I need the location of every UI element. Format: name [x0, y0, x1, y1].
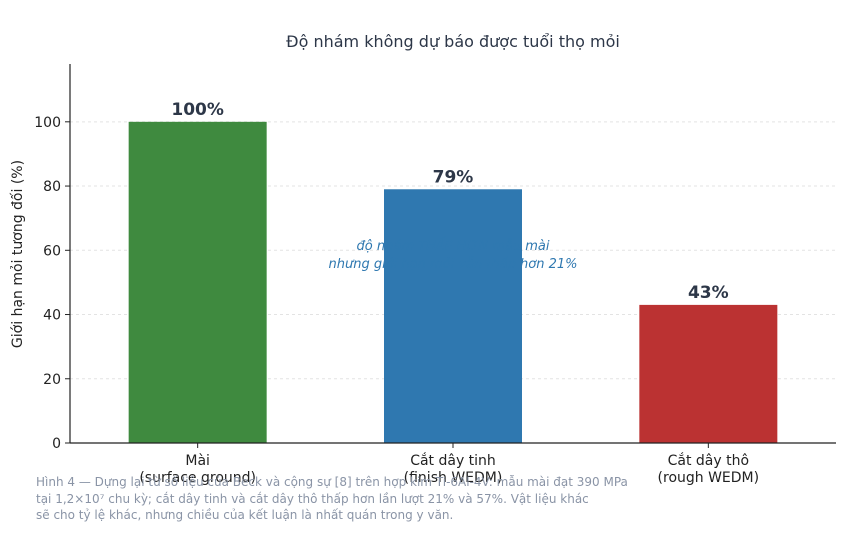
figure-caption: Hình 4 — Dựng lại từ số liệu của Beck và… — [36, 474, 636, 524]
y-axis-label: Giới hạn mỏi tương đối (%) — [9, 160, 26, 348]
caption-line: Hình 4 — Dựng lại từ số liệu của Beck và… — [36, 475, 628, 489]
y-tick-label: 80 — [43, 179, 61, 195]
x-tick-label-line: Cắt dây thô — [668, 452, 749, 469]
x-tick-label-line: Cắt dây tinh — [410, 452, 496, 469]
bar — [384, 189, 522, 443]
x-tick-label: Mài (surface ground) — [139, 453, 256, 486]
x-tick-label: Cắt dây tinh (finish WEDM) — [404, 452, 503, 486]
y-tick-label: 0 — [52, 436, 61, 452]
y-tick-label: 20 — [43, 372, 61, 388]
value-label: 100% — [171, 100, 224, 120]
value-label: 43% — [688, 283, 729, 303]
y-axis-ticks: 0 20 40 60 80 100 — [34, 115, 70, 452]
caption-line: tại 1,2×10⁷ chu kỳ; cắt dây tinh và cắt … — [36, 491, 589, 506]
chart-title: Độ nhám không dự báo được tuổi thọ mỏi — [286, 32, 620, 51]
y-tick-label: 100 — [34, 115, 61, 131]
annotation: độ nhám THẤP HƠN mẫu mài nhưng giới hạn m… — [328, 237, 577, 272]
x-tick-label-line: (finish WEDM) — [404, 470, 503, 486]
caption-line: sẽ cho tỷ lệ khác, nhưng chiều của kết l… — [36, 508, 454, 522]
x-axis-ticks: Mài (surface ground) Cắt dây tinh (finish W… — [139, 443, 759, 486]
x-tick-label-line: (rough WEDM) — [658, 470, 760, 486]
value-labels: 100% 79% 43% — [171, 100, 728, 303]
annotation-line: nhưng giới hạn mỏi vẫn thấp hơn 21% — [328, 257, 577, 272]
value-label: 79% — [433, 167, 474, 187]
x-tick-label-line: (surface ground) — [139, 470, 256, 486]
bar — [639, 304, 778, 443]
bar — [128, 121, 267, 443]
annotation-line: độ nhám THẤP HƠN mẫu mài — [357, 237, 550, 254]
x-tick-label-line: Mài — [185, 453, 210, 469]
x-tick-label: Cắt dây thô (rough WEDM) — [658, 452, 760, 486]
y-tick-label: 60 — [43, 243, 61, 259]
bars — [128, 121, 778, 443]
y-tick-label: 40 — [43, 308, 61, 324]
